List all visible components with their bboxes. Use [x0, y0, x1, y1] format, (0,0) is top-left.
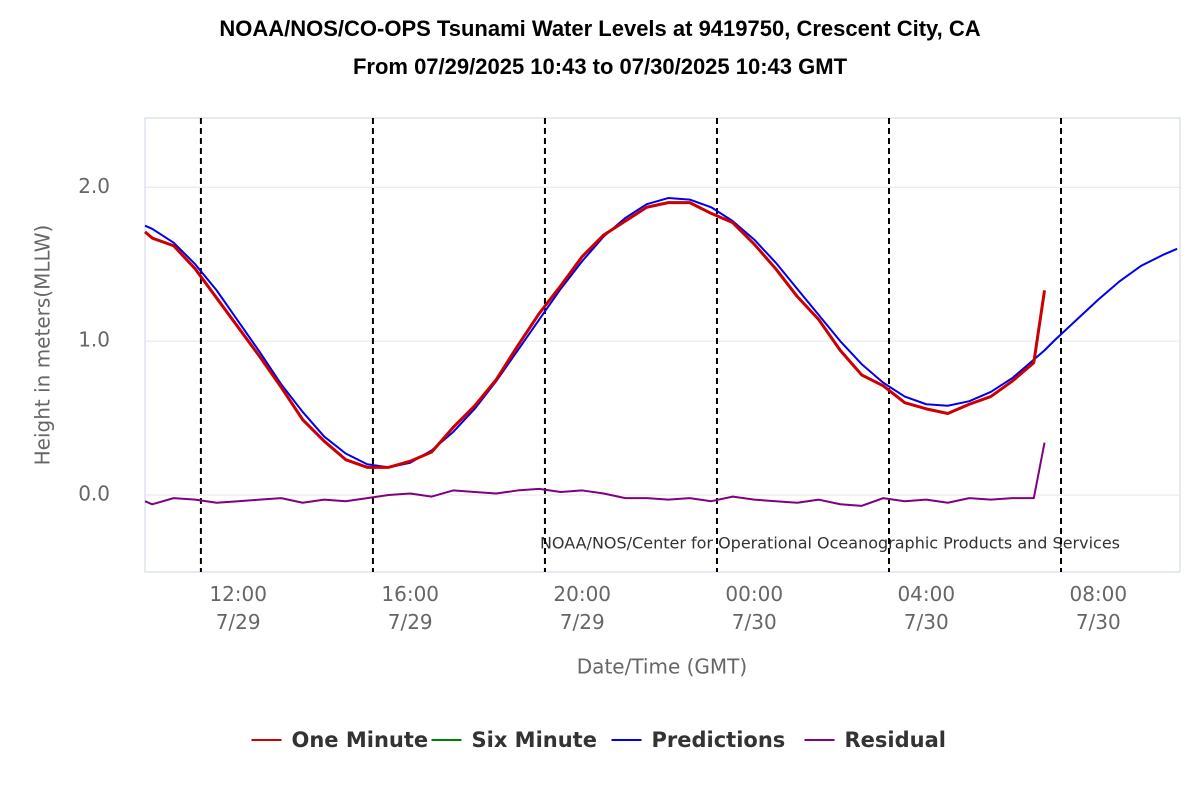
legend-label: One Minute [292, 728, 429, 752]
y-tick-label: 2.0 [78, 174, 110, 198]
series-line [144, 442, 1046, 507]
legend-label: Predictions [652, 728, 786, 752]
y-axis-title: Height in meters(MLLW) [31, 225, 55, 466]
legend-label: Residual [845, 728, 946, 752]
plot-border [144, 117, 1181, 573]
credit: NOAA/NOS/Center for Operational Oceanogr… [540, 534, 1120, 553]
series-line [144, 197, 1178, 469]
x-tick-label: 20:00 7/29 [553, 582, 611, 634]
legend-label: Six Minute [472, 728, 597, 752]
x-tick-label: 16:00 7/29 [381, 582, 439, 634]
x-tick-label: 00:00 7/30 [725, 582, 783, 634]
chart-title: NOAA/NOS/CO-OPS Tsunami Water Levels at … [219, 16, 980, 41]
y-tick-label: 0.0 [78, 482, 110, 506]
x-tick-label: 04:00 7/30 [897, 582, 955, 634]
x-tick-label: 08:00 7/30 [1069, 582, 1127, 634]
x-tick-label: 12:00 7/29 [209, 582, 267, 634]
y-tick-label: 1.0 [78, 328, 110, 352]
series-line [144, 201, 1047, 469]
x-axis-title: Date/Time (GMT) [577, 655, 747, 679]
chart-subtitle: From 07/29/2025 10:43 to 07/30/2025 10:4… [353, 54, 848, 79]
